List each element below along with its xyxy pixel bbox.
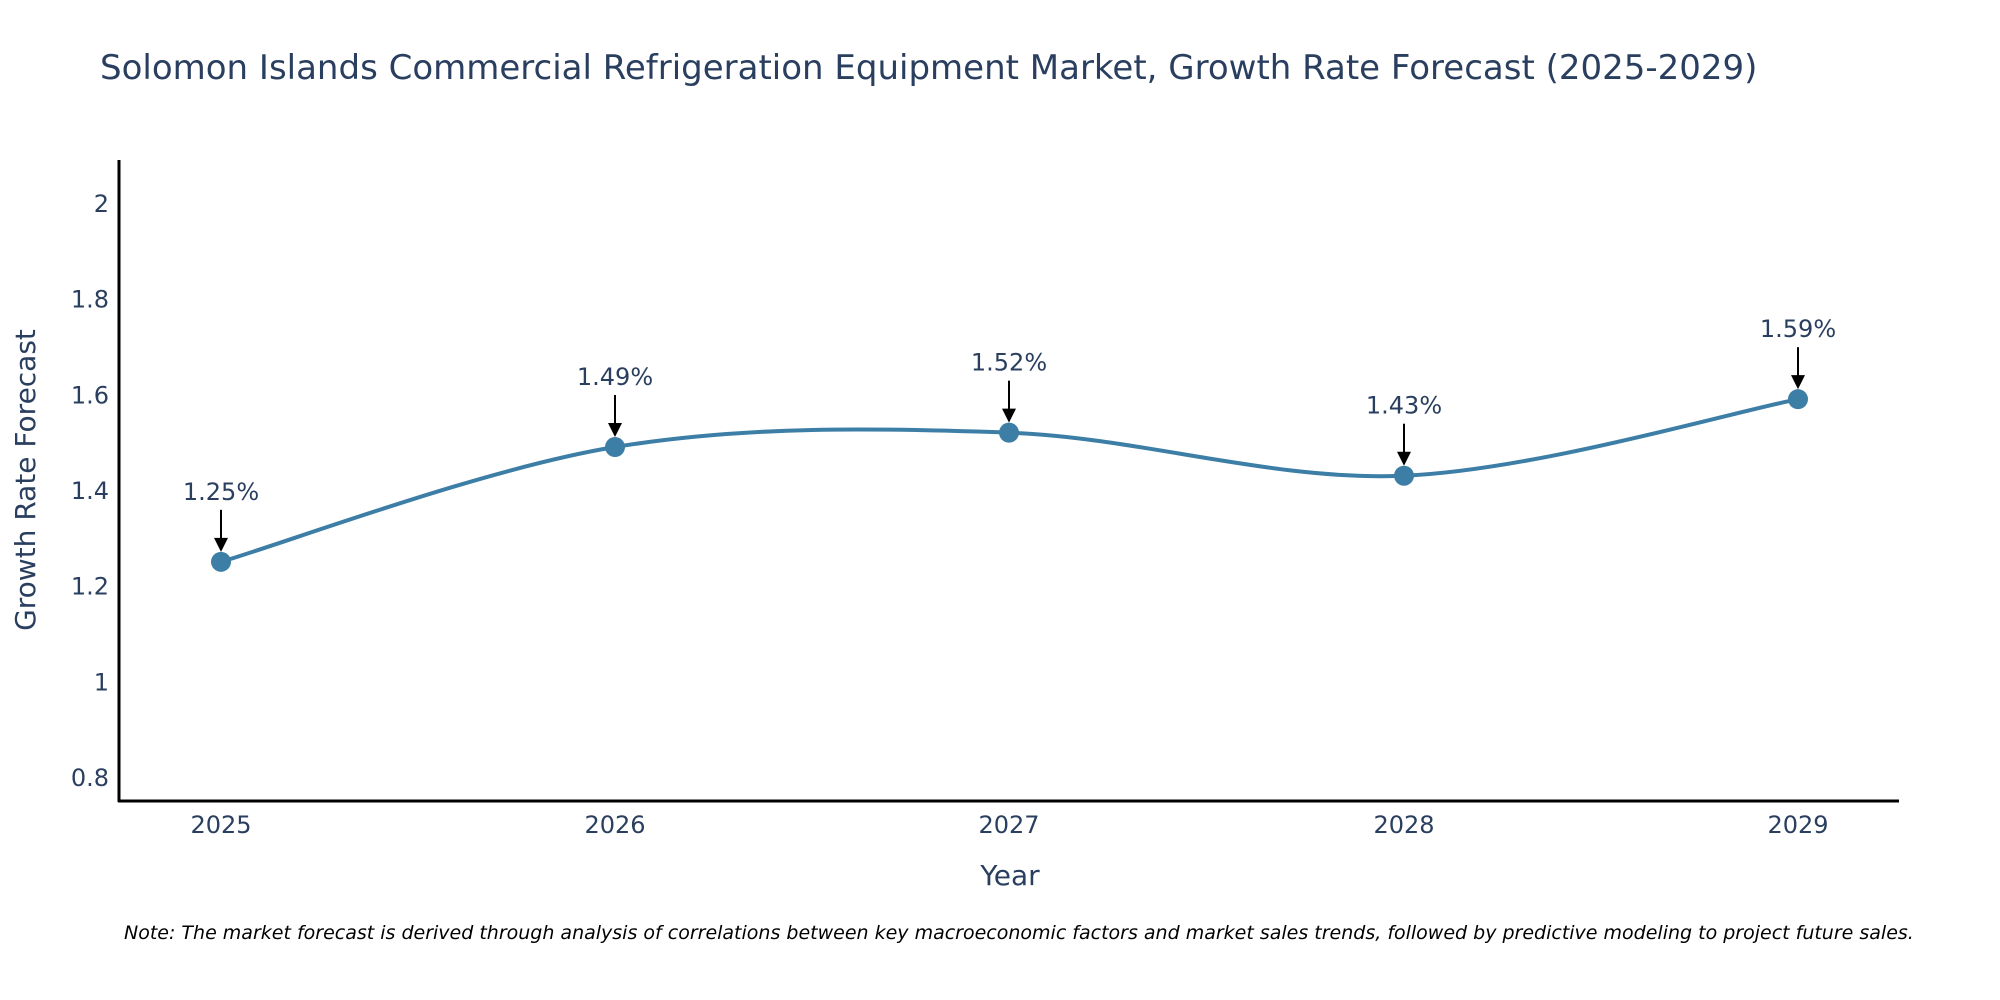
y-tick-label: 1.4 [71, 477, 109, 505]
y-axis-ticks: 0.8 1 1.2 1.4 1.6 1.8 2 [71, 190, 109, 792]
data-label: 1.49% [577, 363, 653, 391]
data-label: 1.52% [971, 349, 1047, 377]
annotation-arrowhead [608, 423, 622, 438]
y-tick-label: 0.8 [71, 764, 109, 792]
x-axis-title: Year [979, 859, 1040, 892]
data-label-layer: 1.25% 1.49% 1.52% 1.43% 1.59% [183, 315, 1836, 552]
data-label: 1.43% [1366, 392, 1442, 420]
data-label: 1.59% [1760, 315, 1836, 343]
data-point-marker[interactable] [605, 437, 625, 458]
x-tick-label: 2026 [584, 811, 645, 839]
data-point-marker[interactable] [1394, 465, 1414, 486]
y-tick-label: 1.8 [71, 286, 109, 314]
data-point-marker[interactable] [211, 551, 231, 572]
annotation-arrowhead [214, 537, 228, 552]
annotation-arrowhead [1002, 408, 1016, 423]
y-axis-title: Growth Rate Forecast [9, 329, 42, 631]
y-tick-label: 2 [94, 190, 109, 218]
annotation-arrowhead [1397, 451, 1411, 466]
footnote: Note: The market forecast is derived thr… [124, 922, 1914, 944]
annotation-arrowhead [1791, 375, 1805, 390]
y-tick-label: 1.6 [71, 381, 109, 409]
x-tick-label: 2028 [1373, 811, 1434, 839]
data-point-marker[interactable] [999, 422, 1019, 443]
x-tick-label: 2027 [978, 811, 1039, 839]
y-tick-label: 1.2 [71, 573, 109, 601]
x-tick-label: 2029 [1767, 811, 1828, 839]
data-label: 1.25% [183, 478, 259, 506]
y-tick-label: 1 [94, 668, 109, 696]
chart-title: Solomon Islands Commercial Refrigeration… [100, 48, 1757, 88]
x-axis-ticks: 2025 2026 2027 2028 2029 [190, 811, 1828, 839]
x-tick-label: 2025 [190, 811, 251, 839]
series-line-layer [211, 389, 1808, 572]
data-point-marker[interactable] [1788, 389, 1808, 410]
